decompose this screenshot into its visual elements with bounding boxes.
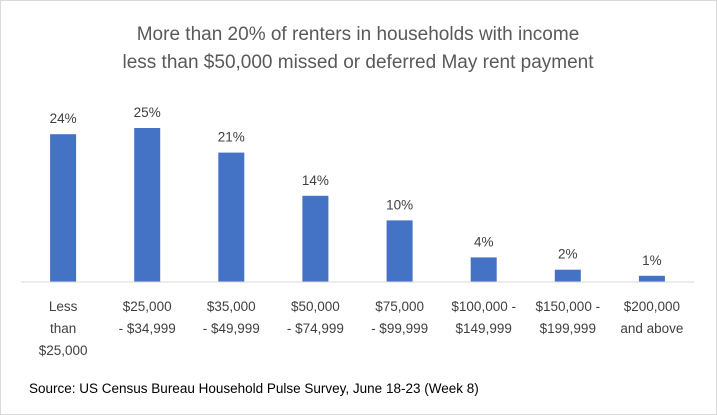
bars [50,128,665,282]
data-label-8: 1% [642,253,662,268]
x-tick-label-line: and above [620,321,683,336]
data-label-2: 25% [134,105,161,120]
bar-2 [134,128,161,282]
bar-1 [50,134,77,282]
bar-6 [470,257,497,282]
bar-7 [554,269,581,282]
x-tick-label-5: $75,000 - $99,999 [371,299,428,336]
x-tick-label-line: $75,000 [375,299,424,314]
data-label-4: 14% [302,173,329,188]
chart-title: More than 20% of renters in households w… [122,24,594,73]
x-tick-label-line: $50,000 [291,299,340,314]
x-tick-label-line: $150,000 - [536,299,601,314]
data-label-6: 4% [474,234,494,249]
x-tick-label-line: Less [49,299,78,314]
x-tick-label-3: $35,000 - $49,999 [203,299,260,336]
x-tick-label-1: Less than $25,000 [39,299,88,358]
x-tick-label-line: $25,000 [123,299,172,314]
bar-5 [386,220,413,282]
x-tick-label-8: $200,000 and above [620,299,683,336]
bar-4 [302,195,329,282]
data-label-3: 21% [218,130,245,145]
data-label-7: 2% [558,247,578,262]
x-tick-label-2: $25,000 - $34,999 [119,299,176,336]
x-tick-label-6: $100,000 - $149,999 [451,299,516,336]
x-tick-label-line: $35,000 [207,299,256,314]
bar-8 [638,275,665,282]
bar-3 [218,152,245,282]
x-tick-label-line: $100,000 - [451,299,516,314]
x-tick-label-line: $199,999 [540,321,596,336]
x-tick-label-4: $50,000 - $74,999 [287,299,344,336]
x-tick-label-line: $200,000 [624,299,680,314]
x-tick-label-line: than [50,321,76,336]
chart-title-line-1: More than 20% of renters in households w… [137,24,580,45]
x-tick-label-line: - $99,999 [371,321,428,336]
x-tick-label-7: $150,000 - $199,999 [536,299,601,336]
x-axis-tick-labels: Less than $25,000 $25,000 - $34,999 $35,000 - … [39,299,684,358]
x-tick-label-line: - $74,999 [287,321,344,336]
chart-title-line-2: less than $50,000 missed or deferred May… [122,52,594,73]
x-tick-label-line: - $49,999 [203,321,260,336]
data-label-5: 10% [386,197,413,212]
data-label-1: 24% [50,111,77,126]
source-note: Source: US Census Bureau Household Pulse… [29,381,479,396]
x-tick-label-line: - $34,999 [119,321,176,336]
data-labels: 24% 25% 21% 14% 10% 4% 2% 1% [50,105,662,268]
x-tick-label-line: $149,999 [456,321,512,336]
x-tick-label-line: $25,000 [39,343,88,358]
